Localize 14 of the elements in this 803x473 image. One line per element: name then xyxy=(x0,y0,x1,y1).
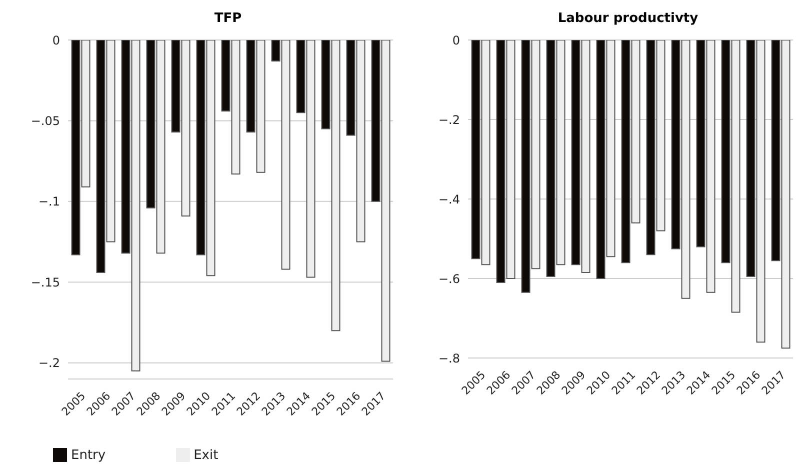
y-tick-label: 0 xyxy=(52,33,60,48)
legend-label: Entry xyxy=(71,448,106,463)
y-tick-label: −.15 xyxy=(30,275,60,290)
y-tick-label: 0 xyxy=(452,33,460,48)
chart-title: Labour productivty xyxy=(556,10,700,28)
y-tick-label: −.1 xyxy=(38,194,60,209)
legend-label: Exit xyxy=(194,448,218,463)
y-tick-label: −.8 xyxy=(438,351,460,366)
y-tick-label: −.6 xyxy=(438,272,460,286)
y-tick-label: −.05 xyxy=(30,114,60,128)
y-tick-label: −.2 xyxy=(38,356,60,370)
chart-title: TFP xyxy=(213,10,243,28)
y-tick-label: −.2 xyxy=(438,112,460,127)
y-tick-label: −.4 xyxy=(438,192,460,206)
